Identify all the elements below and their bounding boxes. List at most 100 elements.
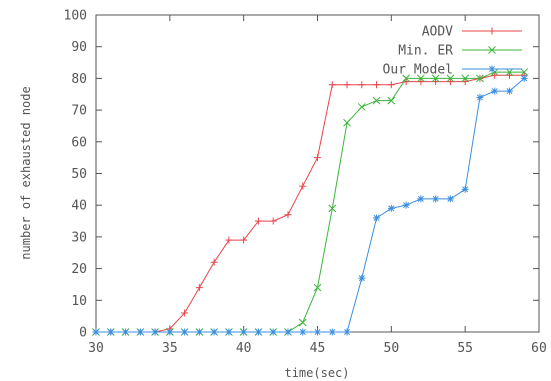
- y-tick-label: 30: [71, 230, 87, 245]
- data-point: [417, 74, 425, 83]
- data-point: [314, 328, 321, 336]
- data-point: [417, 78, 425, 86]
- data-point: [240, 328, 248, 336]
- data-point: [387, 81, 395, 89]
- legend-label: AODV: [422, 25, 453, 40]
- series-line: [96, 71, 525, 333]
- data-point-d2: [240, 329, 247, 335]
- data-point: [476, 93, 484, 101]
- data-point-d2: [403, 202, 410, 209]
- data-point: [298, 318, 307, 327]
- x-tick-label: 40: [236, 341, 252, 356]
- data-point: [505, 87, 513, 95]
- data-point: [372, 96, 381, 105]
- data-point-d2: [270, 329, 277, 335]
- data-point: [284, 211, 292, 219]
- data-point-d2: [343, 118, 351, 127]
- data-point: [181, 309, 189, 317]
- data-point-d2: [387, 96, 396, 105]
- data-point: [269, 328, 277, 336]
- legend-label: Our Model: [383, 63, 453, 78]
- data-point-d2: [298, 318, 307, 327]
- x-tick-label: 50: [384, 341, 400, 356]
- data-point: [491, 87, 499, 95]
- data-point: [446, 74, 455, 83]
- data-point-d2: [357, 103, 366, 111]
- data-point-d2: [476, 74, 484, 83]
- data-point: [373, 214, 381, 222]
- legend-marker-d2: [488, 46, 496, 54]
- data-point: [166, 328, 174, 336]
- data-point: [299, 182, 307, 190]
- data-point-d2: [388, 205, 395, 212]
- data-point-d2: [358, 275, 365, 282]
- data-point: [299, 328, 307, 336]
- data-point: [387, 96, 396, 105]
- data-point: [313, 283, 322, 292]
- data-point: [328, 81, 336, 89]
- y-tick-label: 80: [71, 72, 87, 87]
- data-point-d2: [476, 94, 483, 101]
- data-point-d2: [506, 88, 513, 95]
- data-point-d2: [107, 329, 114, 335]
- data-point-d2: [284, 329, 291, 335]
- series-line: [96, 74, 525, 333]
- data-point: [254, 217, 262, 225]
- x-tick-label: 35: [162, 341, 178, 356]
- data-point-d2: [520, 68, 529, 76]
- data-point: [373, 81, 381, 89]
- data-point-d2: [299, 329, 306, 335]
- y-tick-label: 40: [71, 199, 87, 214]
- series-line: [96, 78, 525, 333]
- data-point: [328, 328, 336, 336]
- plot-frame: [95, 14, 540, 333]
- data-point-d2: [344, 329, 351, 335]
- data-point-d2: [491, 88, 498, 95]
- data-point: [505, 71, 513, 79]
- y-tick-label: 20: [71, 262, 87, 277]
- data-point-d2: [93, 329, 99, 335]
- legend-marker-d2: [489, 66, 495, 72]
- data-point: [402, 74, 410, 83]
- y-tick-label: 100: [64, 9, 87, 24]
- data-point-d2: [152, 329, 159, 335]
- data-point: [92, 328, 100, 336]
- y-tick-label: 0: [79, 326, 87, 341]
- data-point-d2: [211, 329, 218, 335]
- data-point: [358, 274, 366, 282]
- x-tick-label: 30: [88, 341, 104, 356]
- series-2: [92, 68, 529, 336]
- data-point-d2: [505, 68, 514, 76]
- data-point: [284, 328, 292, 336]
- data-point-d2: [166, 329, 173, 335]
- data-point-d2: [521, 75, 528, 82]
- data-point: [195, 284, 203, 292]
- data-point: [417, 195, 425, 203]
- data-point-d2: [417, 195, 424, 202]
- data-point-d2: [402, 74, 410, 83]
- data-point-d2: [432, 195, 439, 202]
- x-axis-title: time(sec): [284, 366, 349, 380]
- data-point: [387, 204, 395, 212]
- legend-label: Min. ER: [398, 44, 453, 59]
- data-point-d2: [314, 329, 321, 335]
- data-point: [358, 81, 366, 89]
- data-point: [461, 74, 470, 83]
- data-point: [328, 204, 337, 213]
- data-point: [402, 201, 410, 209]
- data-point: [343, 81, 351, 89]
- y-tick-label: 60: [71, 135, 87, 150]
- data-point: [195, 328, 203, 336]
- data-point: [461, 78, 469, 86]
- data-point-d2: [137, 329, 144, 335]
- data-point: [210, 328, 218, 336]
- data-point-d2: [446, 74, 455, 83]
- data-point-d2: [181, 329, 188, 335]
- data-point-d2: [373, 214, 380, 221]
- y-tick-label: 90: [71, 40, 87, 55]
- series-layer: [92, 68, 529, 336]
- data-point-d2: [313, 283, 322, 292]
- data-point-d2: [372, 96, 381, 105]
- data-point-d2: [255, 329, 262, 335]
- data-point: [225, 328, 233, 336]
